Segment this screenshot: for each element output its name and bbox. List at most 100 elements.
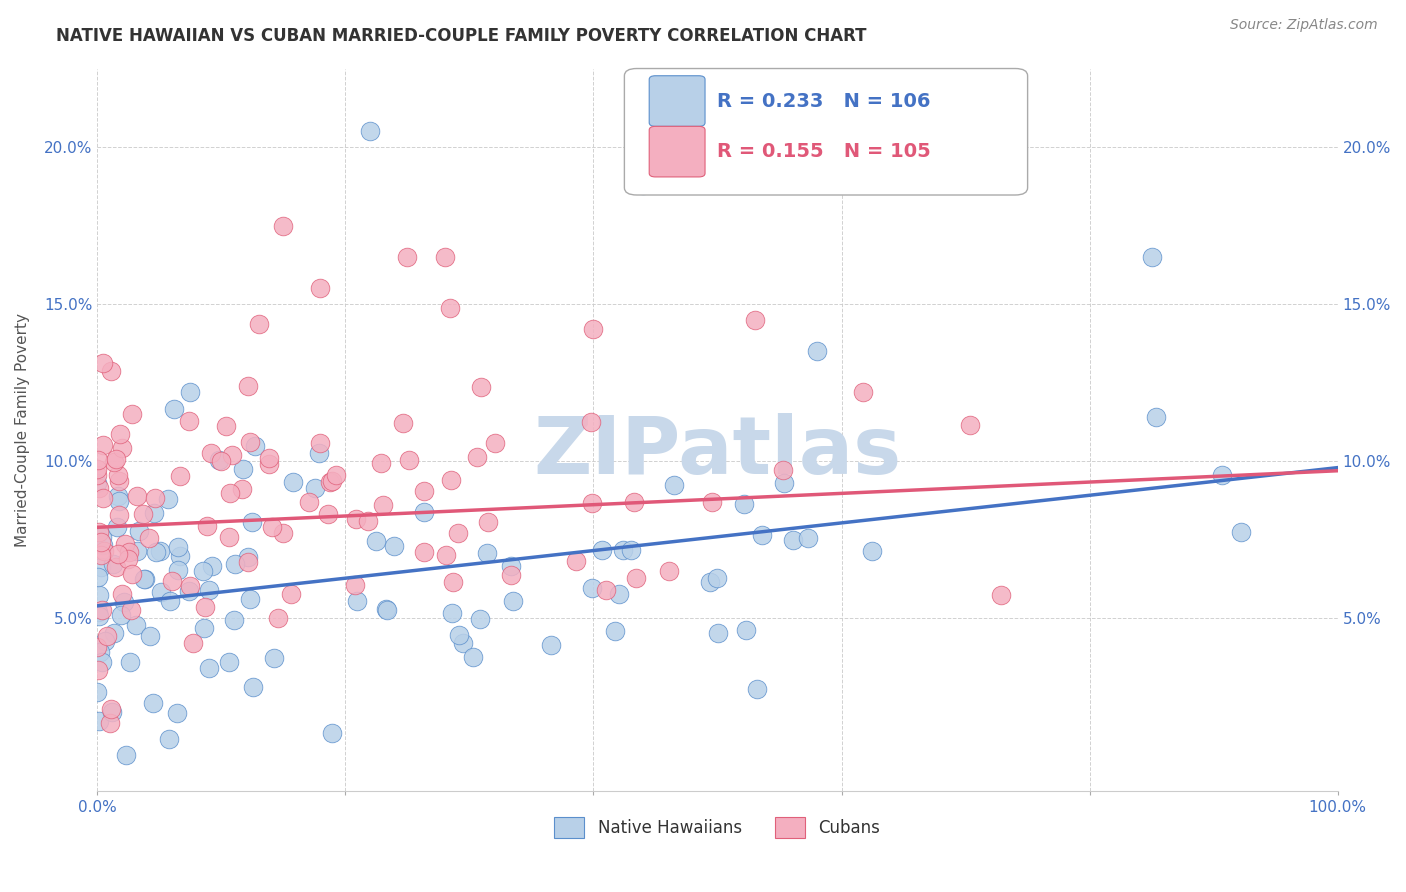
Point [595,583,617,598]
Point [86,528,108,542]
Point [502,593,524,607]
Point [499,567,522,582]
Point [706,156,728,170]
Point [860,543,883,558]
Point [413,545,436,559]
Point [91,438,114,452]
Point [142,506,165,520]
Point [191,564,214,578]
Point [623,494,645,508]
Point [120,655,142,669]
Point [484,436,506,450]
Point [782,533,804,547]
FancyBboxPatch shape [650,76,704,127]
Point [321,475,343,489]
Point [239,591,262,606]
Point [94,634,117,648]
Point [309,281,332,295]
Point [90,559,112,574]
Point [125,618,148,632]
Point [852,384,875,399]
Point [91,491,114,505]
Point [357,514,380,528]
Point [658,564,681,578]
Point [470,611,492,625]
Point [1230,525,1253,540]
Point [806,344,828,359]
Point [620,542,643,557]
Point [470,380,492,394]
Point [121,567,143,582]
Point [316,507,339,521]
Point [89,645,111,659]
Point [447,526,470,541]
Point [309,435,332,450]
Point [603,624,626,638]
Point [160,574,183,589]
Point [271,525,294,540]
Point [215,419,238,434]
Point [990,589,1012,603]
Point [499,558,522,573]
Point [440,474,463,488]
Point [107,490,129,504]
Point [344,512,367,526]
Text: Source: ZipAtlas.com: Source: ZipAtlas.com [1230,18,1378,32]
Point [198,582,221,597]
Point [118,545,141,559]
Point [87,605,110,619]
Point [107,494,129,508]
Point [581,415,603,429]
Point [86,685,108,699]
Point [86,640,108,654]
Point [87,570,110,584]
Point [167,540,190,554]
Point [413,505,436,519]
Point [86,462,108,476]
Point [103,455,125,469]
Point [257,451,280,466]
Point [105,559,128,574]
Point [706,571,728,585]
Point [179,414,201,428]
Point [200,446,222,460]
Point [263,651,285,665]
Point [150,585,173,599]
Point [451,636,474,650]
Point [631,178,654,192]
Point [86,476,108,491]
Point [319,475,342,489]
Point [179,579,201,593]
Point [477,516,499,530]
Point [433,250,456,264]
Point [434,548,457,562]
Point [477,546,499,560]
Point [145,545,167,559]
Point [87,453,110,467]
Point [108,508,131,522]
Point [100,364,122,378]
Point [132,572,155,586]
Point [125,489,148,503]
Point [115,748,138,763]
Point [194,600,217,615]
Point [231,482,253,496]
Y-axis label: Married-Couple Family Poverty: Married-Couple Family Poverty [15,313,30,547]
Point [581,581,603,595]
Point [91,530,114,544]
Point [447,628,470,642]
Point [271,219,294,233]
Point [142,697,165,711]
Point [163,401,186,416]
Point [396,250,419,264]
Point [242,515,264,529]
Point [128,524,150,538]
Point [114,537,136,551]
Point [744,313,766,327]
Point [108,427,131,442]
Point [359,124,381,138]
Point [219,486,242,500]
Point [280,587,302,601]
Point [591,542,613,557]
Point [582,322,605,336]
